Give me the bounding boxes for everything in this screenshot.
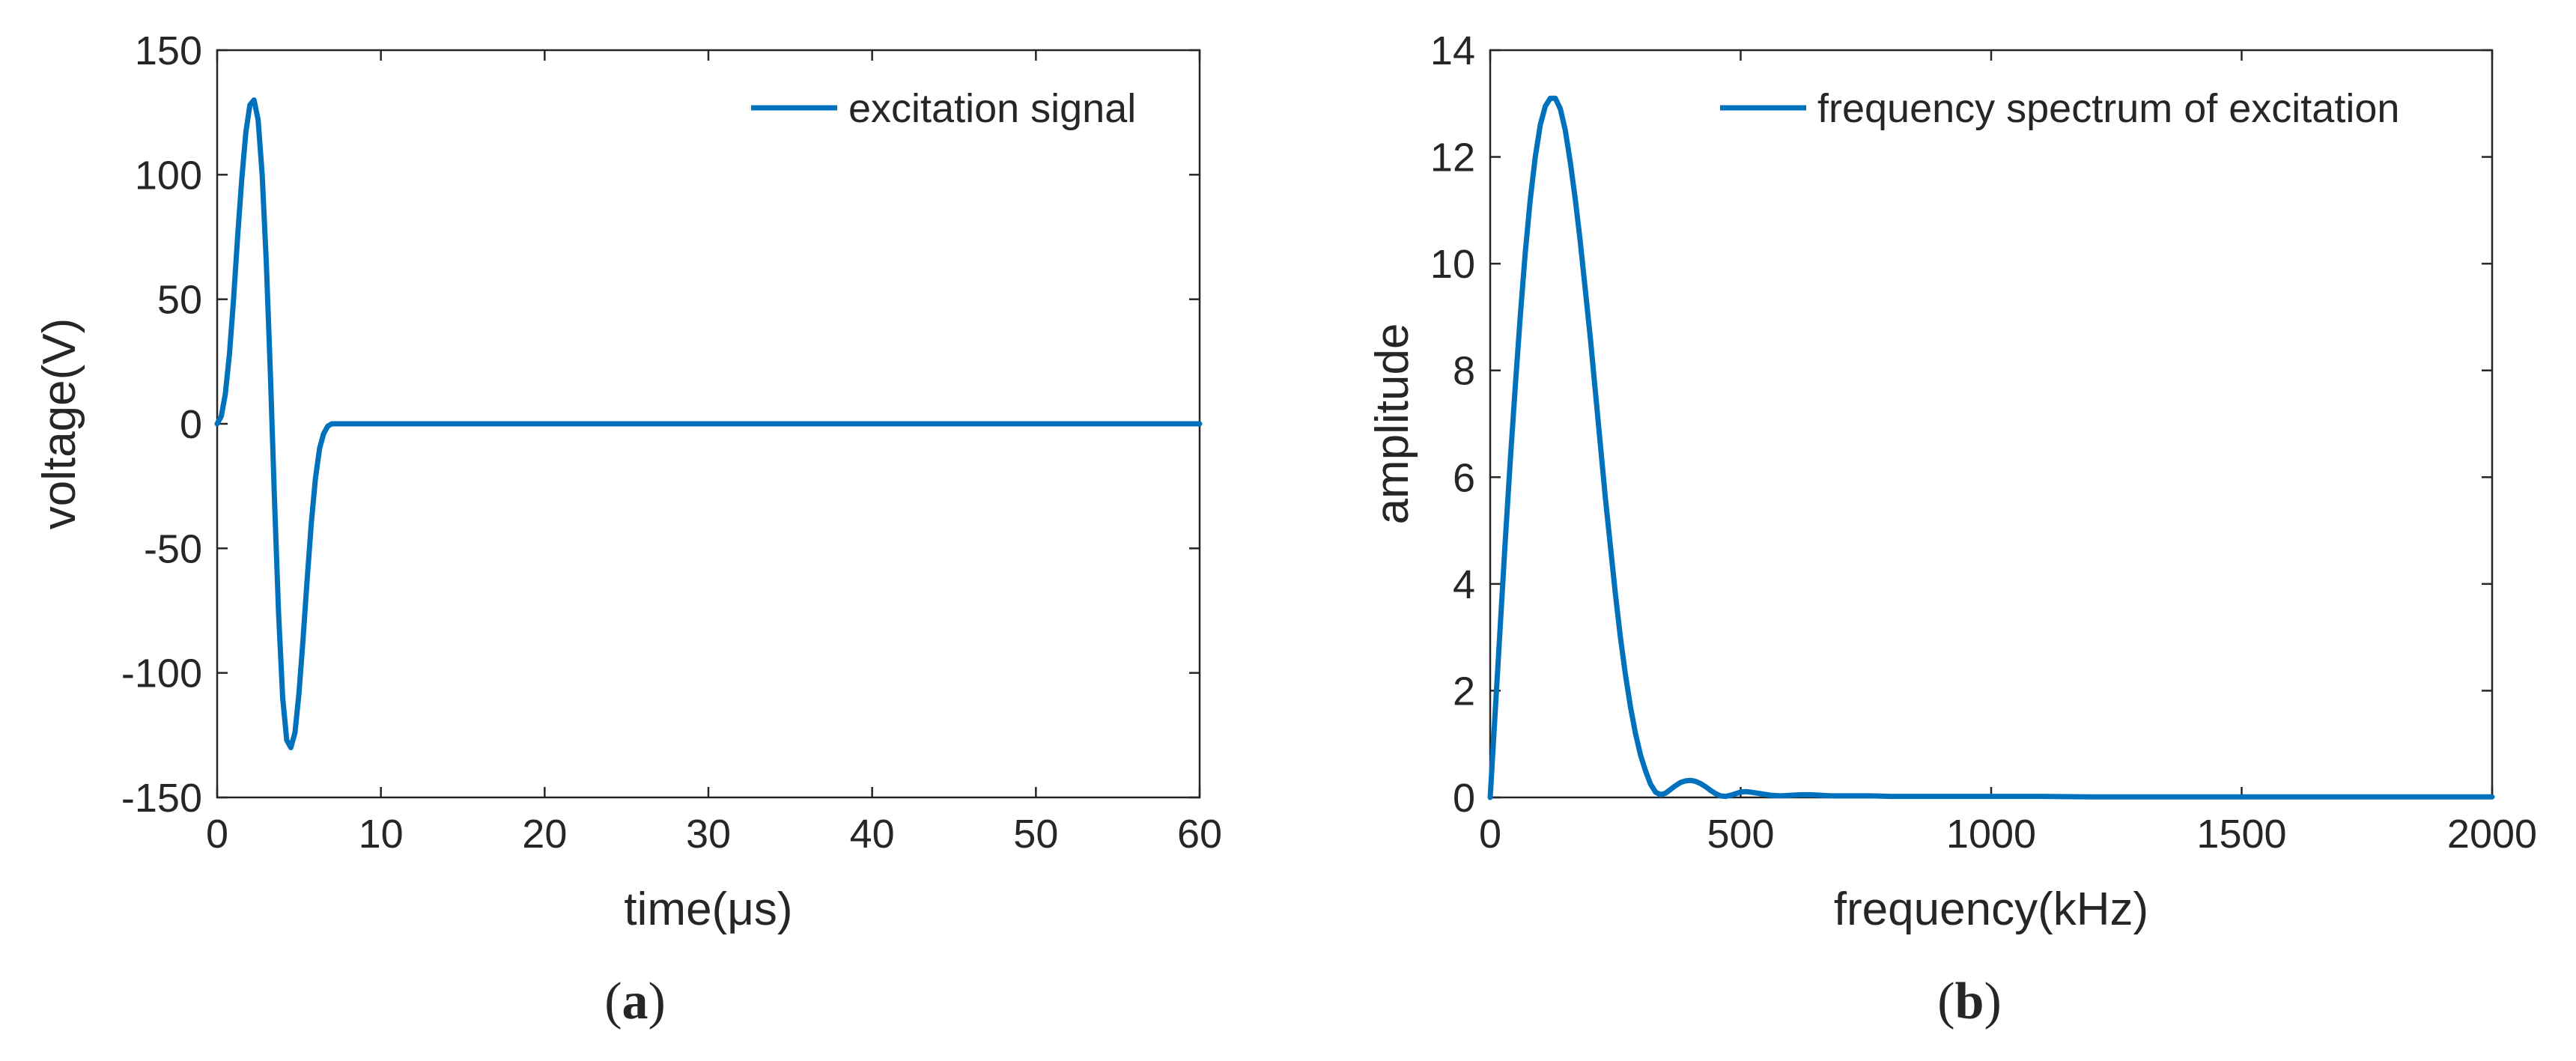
y-tick-label: 10 [1430,242,1475,287]
caption-close-paren: ) [648,973,666,1030]
x-tick-label: 1000 [1946,812,2036,857]
y-tick-label: 0 [180,402,202,447]
series-line [214,97,1203,750]
y-tick-label: 50 [157,278,202,323]
y-tick-label: 8 [1453,349,1475,394]
y-tick-label: -100 [121,651,202,696]
panel-a: 0 10 20 30 40 50 60 -150 -100 -50 0 50 100 150 time(μs… [34,28,1222,1030]
caption-close-paren: ) [1984,973,2001,1030]
x-tick-label: 1500 [2196,812,2286,857]
plot-area [1489,49,2494,799]
caption-open-paren: ( [1937,973,1954,1030]
caption-letter: b [1955,973,1984,1030]
y-tick-label: 12 [1430,136,1475,180]
x-tick-label: 60 [1177,812,1222,857]
x-tick-label: 500 [1707,812,1774,857]
y-tick-label: 14 [1430,28,1475,73]
legend-label: frequency spectrum of excitation [1817,86,2399,131]
y-tick-label: 2 [1453,669,1475,714]
legend-label: excitation signal [848,86,1136,131]
y-tick-label: -150 [121,776,202,821]
x-axis-label: time(μs) [624,884,792,935]
series-line [1487,95,2495,800]
y-tick-label: 4 [1453,562,1475,607]
y-tick-label: 150 [135,28,202,73]
x-tick-label: 2000 [2447,812,2537,857]
y-axis-label: amplitude [1367,323,1418,525]
x-tick-label: 40 [850,812,895,857]
caption-open-paren: ( [604,973,622,1030]
x-tick-label: 0 [206,812,228,857]
y-tick-label: 0 [1453,776,1475,821]
y-tick-label: 100 [135,153,202,198]
panel-b: 0 500 1000 1500 2000 0 2 4 6 8 10 12 14 frequency(kHz… [1367,28,2537,1030]
legend: excitation signal [751,86,1136,131]
x-tick-label: 20 [522,812,567,857]
legend: frequency spectrum of excitation [1720,86,2399,131]
y-tick-label: 6 [1453,455,1475,500]
y-axis-label: voltage(V) [34,318,85,530]
x-tick-label: 10 [359,812,404,857]
x-axis-label: frequency(kHz) [1834,884,2148,935]
x-tick-label: 30 [686,812,731,857]
x-tick-label: 50 [1013,812,1058,857]
caption-letter: a [622,973,648,1030]
x-tick-label: 0 [1479,812,1501,857]
panel-caption: (a) [604,973,666,1030]
y-tick-label: -50 [144,526,202,571]
panel-caption: (b) [1937,973,2002,1030]
